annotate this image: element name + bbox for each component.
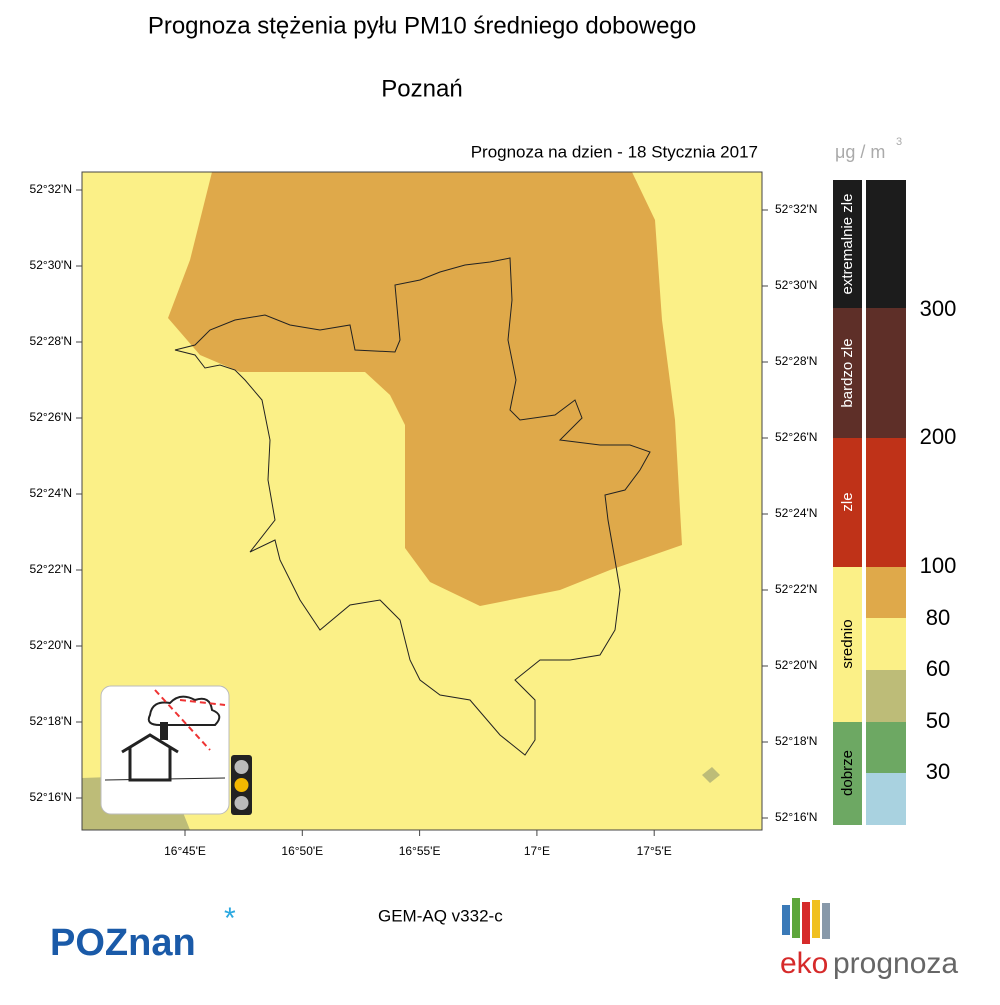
level-label: 30 — [926, 759, 950, 784]
lat-label: 52°20'N — [30, 638, 72, 652]
lat-label: 52°18'N — [30, 714, 72, 728]
lat-label: 52°20'N — [775, 658, 817, 672]
logo-bars — [782, 898, 830, 944]
date-label: Prognoza na dzien - 18 Stycznia 2017 — [471, 142, 758, 161]
lat-label: 52°22'N — [775, 582, 817, 596]
map — [81, 171, 763, 831]
lon-label: 16°45'E — [164, 844, 206, 858]
level-label: 50 — [926, 708, 950, 733]
colorbar — [833, 180, 906, 825]
logo-star: * — [224, 902, 236, 935]
title: Prognoza stężenia pyłu PM10 średniego do… — [148, 12, 696, 39]
lat-label: 52°26'N — [30, 410, 72, 424]
logo-prognoza: prognoza — [833, 947, 958, 980]
medium-high-area — [168, 172, 682, 606]
icon — [100, 685, 252, 815]
lat-label: 52°24'N — [775, 506, 817, 520]
logo-eko: eko — [780, 947, 828, 980]
level-label: 200 — [920, 424, 957, 449]
lat-label: 52°16'N — [30, 790, 72, 804]
lat-label: 52°28'N — [775, 354, 817, 368]
good-spot — [702, 767, 720, 783]
lat-label: 52°28'N — [30, 334, 72, 348]
logo-poznan: POZnan — [50, 922, 196, 964]
city: Poznań — [381, 75, 462, 102]
category-label: dobrze — [839, 750, 856, 796]
map-frame — [81, 171, 763, 831]
category-label: bardzo zle — [839, 338, 856, 407]
lat-label: 52°32'N — [30, 182, 72, 196]
category-label: srednio — [839, 619, 856, 668]
category-label: zle — [839, 492, 856, 511]
lat-label: 52°18'N — [775, 734, 817, 748]
lat-label: 52°22'N — [30, 562, 72, 576]
lat-label: 52°16'N — [775, 810, 817, 824]
lon-label: 17°E — [524, 844, 550, 858]
lon-label: 17°5'E — [637, 844, 672, 858]
category-label: extremalnie zle — [839, 194, 856, 295]
lat-label: 52°30'N — [775, 278, 817, 292]
lat-label: 52°30'N — [30, 258, 72, 272]
level-label: 60 — [926, 656, 950, 681]
unit-sup: 3 — [896, 136, 902, 148]
lat-label: 52°32'N — [775, 202, 817, 216]
lat-label: 52°24'N — [30, 486, 72, 500]
lat-label: 52°26'N — [775, 430, 817, 444]
unit: μg / m — [835, 142, 885, 162]
level-label: 100 — [920, 553, 957, 578]
level-label: 300 — [920, 296, 957, 321]
lon-label: 16°50'E — [281, 844, 323, 858]
model-label: GEM-AQ v332-c — [378, 906, 503, 925]
city-boundary — [174, 257, 651, 756]
lon-label: 16°55'E — [399, 844, 441, 858]
level-label: 80 — [926, 605, 950, 630]
